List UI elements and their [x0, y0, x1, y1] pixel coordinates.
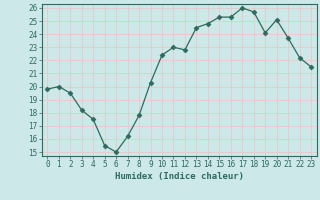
X-axis label: Humidex (Indice chaleur): Humidex (Indice chaleur)	[115, 172, 244, 181]
